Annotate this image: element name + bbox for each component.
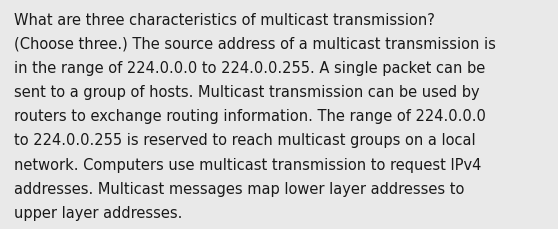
Text: addresses. Multicast messages map lower layer addresses to: addresses. Multicast messages map lower … xyxy=(14,181,464,196)
Text: (Choose three.) The source address of a multicast transmission is: (Choose three.) The source address of a … xyxy=(14,37,496,52)
Text: What are three characteristics of multicast transmission?: What are three characteristics of multic… xyxy=(14,13,435,27)
Text: in the range of 224.0.0.0 to 224.0.0.255. A single packet can be: in the range of 224.0.0.0 to 224.0.0.255… xyxy=(14,61,485,76)
Text: upper layer addresses.: upper layer addresses. xyxy=(14,205,182,220)
Text: sent to a group of hosts. Multicast transmission can be used by: sent to a group of hosts. Multicast tran… xyxy=(14,85,479,100)
Text: to 224.0.0.255 is reserved to reach multicast groups on a local: to 224.0.0.255 is reserved to reach mult… xyxy=(14,133,475,148)
Text: network. Computers use multicast transmission to request IPv4: network. Computers use multicast transmi… xyxy=(14,157,482,172)
Text: routers to exchange routing information. The range of 224.0.0.0: routers to exchange routing information.… xyxy=(14,109,486,124)
